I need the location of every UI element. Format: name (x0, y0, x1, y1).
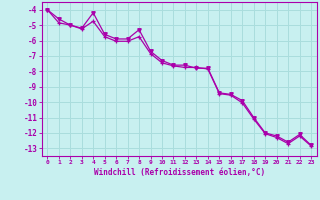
X-axis label: Windchill (Refroidissement éolien,°C): Windchill (Refroidissement éolien,°C) (94, 168, 265, 177)
